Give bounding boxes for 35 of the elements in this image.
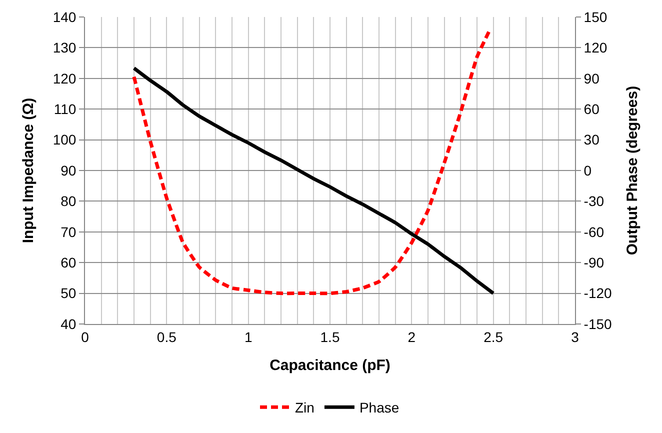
y-tick-label: 60: [60, 254, 76, 270]
x-tick-label: 2.5: [484, 328, 504, 345]
y-tick-label: 90: [60, 162, 76, 178]
x-tick-label: 2: [408, 328, 416, 345]
x-tick-label: 0.5: [156, 328, 177, 345]
y-tick-label: 110: [54, 101, 76, 117]
y2-tick-label: -60: [584, 224, 604, 240]
y2-tick-label: -30: [584, 193, 604, 210]
y-tick-label: 70: [60, 224, 76, 240]
y-axis-title: Input Impedance (Ω): [20, 98, 38, 244]
x-tick-label: 0: [81, 328, 90, 345]
y-tick-label: 80: [60, 193, 76, 210]
x-axis-title: Capacitance (pF): [270, 356, 390, 374]
y2-tick-label: 60: [584, 101, 600, 117]
y-tick-label: 50: [60, 285, 76, 302]
x-tick-label: 1: [244, 328, 252, 345]
y2-tick-label: -120: [584, 285, 612, 302]
y-tick-label: 100: [52, 132, 76, 148]
x-tick-label: 3: [571, 328, 580, 345]
x-tick-label: 1.5: [320, 328, 340, 345]
y-tick-label: 140: [52, 8, 76, 25]
line-series: [132, 66, 496, 296]
y2-tick-label: 90: [584, 70, 600, 86]
y2-tick-label: 150: [584, 8, 608, 25]
y2-tick-label: -150: [584, 316, 612, 332]
y2-tick-label: 120: [584, 40, 608, 56]
legend-label: Zin: [295, 400, 314, 416]
legend-label: Phase: [359, 400, 400, 416]
y2-tick-label: -90: [584, 254, 604, 270]
y2-axis-title: Output Phase (degrees): [624, 86, 642, 256]
y-tick-label: 40: [60, 316, 76, 332]
y2-tick-label: 30: [584, 132, 600, 148]
y-tick-label: 130: [52, 40, 76, 56]
y-tick-label: 120: [52, 70, 76, 86]
y2-tick-label: 0: [584, 162, 592, 178]
